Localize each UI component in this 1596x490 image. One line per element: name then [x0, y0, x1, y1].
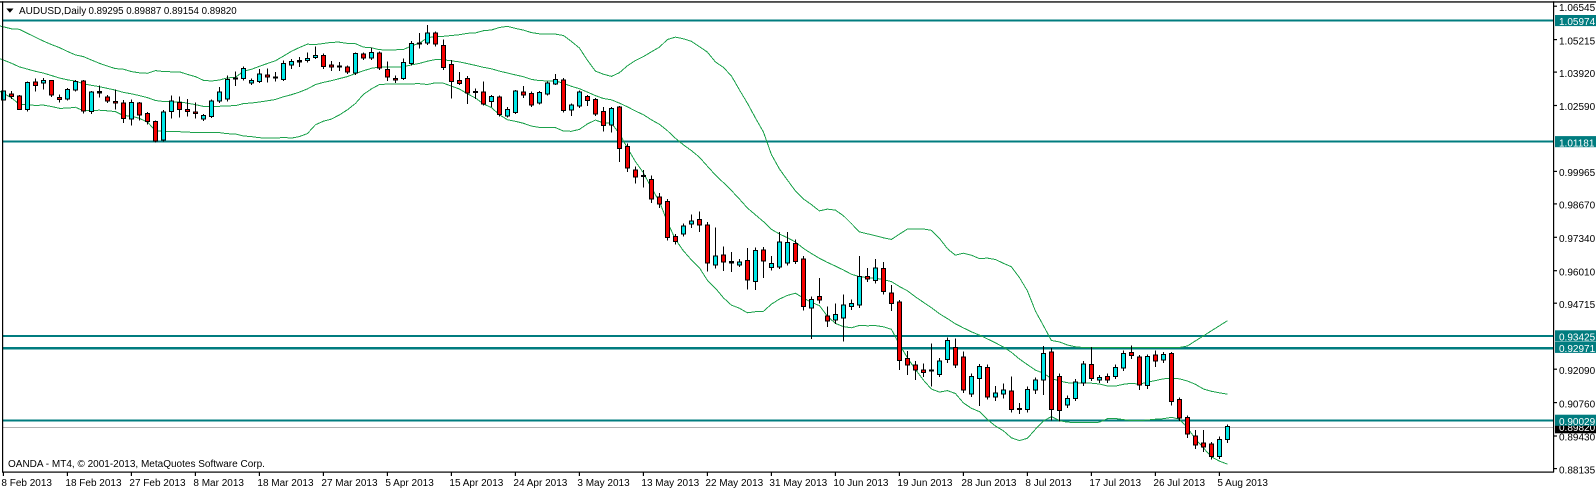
- svg-text:31 May 2013: 31 May 2013: [769, 478, 827, 489]
- svg-text:0.94715: 0.94715: [1559, 300, 1596, 311]
- svg-text:OANDA - MT4, © 2001-2013, Meta: OANDA - MT4, © 2001-2013, MetaQuotes Sof…: [8, 459, 265, 470]
- svg-text:28 Jun 2013: 28 Jun 2013: [961, 478, 1016, 489]
- svg-text:8 Jul 2013: 8 Jul 2013: [1025, 478, 1072, 489]
- svg-text:22 May 2013: 22 May 2013: [705, 478, 763, 489]
- svg-text:0.90029: 0.90029: [1559, 417, 1596, 428]
- svg-text:0.89430: 0.89430: [1559, 433, 1596, 444]
- svg-text:8 Feb 2013: 8 Feb 2013: [1, 478, 52, 489]
- svg-text:0.96010: 0.96010: [1559, 267, 1596, 278]
- svg-text:13 May 2013: 13 May 2013: [641, 478, 699, 489]
- svg-text:0.88135: 0.88135: [1559, 465, 1596, 476]
- svg-text:0.92971: 0.92971: [1559, 344, 1596, 355]
- svg-text:1.01181: 1.01181: [1559, 138, 1595, 149]
- svg-text:1.02590: 1.02590: [1559, 102, 1596, 113]
- svg-text:19 Jun 2013: 19 Jun 2013: [897, 478, 952, 489]
- svg-text:0.89820: 0.89820: [1559, 423, 1596, 434]
- svg-text:18 Mar 2013: 18 Mar 2013: [257, 478, 314, 489]
- svg-text:AUDUSD,Daily: AUDUSD,Daily: [19, 6, 86, 17]
- svg-text:0.93425: 0.93425: [1559, 333, 1596, 344]
- svg-text:5 Aug 2013: 5 Aug 2013: [1217, 478, 1268, 489]
- svg-text:1.05974: 1.05974: [1559, 17, 1596, 28]
- svg-text:3 May 2013: 3 May 2013: [577, 478, 630, 489]
- svg-text:0.90760: 0.90760: [1559, 399, 1596, 410]
- svg-text:15 Apr 2013: 15 Apr 2013: [449, 478, 503, 489]
- svg-text:18 Feb 2013: 18 Feb 2013: [65, 478, 122, 489]
- svg-text:0.92090: 0.92090: [1559, 366, 1596, 377]
- svg-text:24 Apr 2013: 24 Apr 2013: [513, 478, 567, 489]
- svg-text:5 Apr 2013: 5 Apr 2013: [385, 478, 434, 489]
- svg-text:1.06545: 1.06545: [1559, 3, 1596, 14]
- svg-text:1.05215: 1.05215: [1559, 36, 1596, 47]
- svg-text:0.99965: 0.99965: [1559, 168, 1596, 179]
- svg-text:0.89295 0.89887 0.89154 0.8982: 0.89295 0.89887 0.89154 0.89820: [89, 6, 238, 17]
- svg-text:27 Feb 2013: 27 Feb 2013: [129, 478, 186, 489]
- svg-text:0.97340: 0.97340: [1559, 234, 1596, 245]
- svg-text:26 Jul 2013: 26 Jul 2013: [1153, 478, 1205, 489]
- svg-text:0.98670: 0.98670: [1559, 201, 1596, 212]
- svg-text:8 Mar 2013: 8 Mar 2013: [193, 478, 244, 489]
- svg-text:27 Mar 2013: 27 Mar 2013: [321, 478, 378, 489]
- svg-text:10 Jun 2013: 10 Jun 2013: [833, 478, 888, 489]
- svg-text:17 Jul 2013: 17 Jul 2013: [1089, 478, 1141, 489]
- svg-text:1.03920: 1.03920: [1559, 69, 1596, 80]
